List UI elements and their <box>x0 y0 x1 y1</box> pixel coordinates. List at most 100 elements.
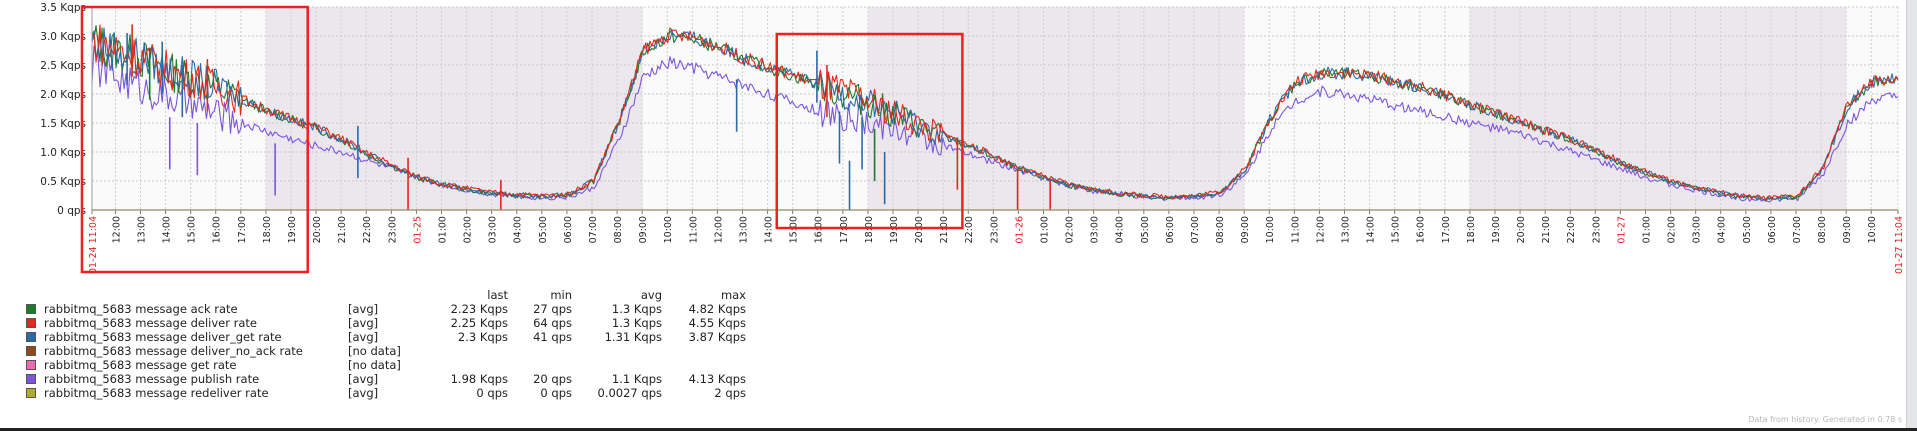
x-tick-label: 19:00 <box>889 216 900 243</box>
legend-avg: 1.3 Kqps <box>611 316 662 330</box>
legend-avg: 1.1 Kqps <box>611 372 662 386</box>
x-tick-label: 13:00 <box>1340 216 1351 243</box>
x-tick-label: 01-24 11:04 <box>88 216 99 274</box>
x-tick-label: 12:00 <box>111 216 122 243</box>
legend-swatch <box>26 332 36 342</box>
x-tick-label: 02:00 <box>463 216 474 243</box>
y-tick-label: 3.0 Kqps <box>40 31 86 43</box>
x-tick-label: 23:00 <box>989 216 1000 243</box>
legend-min: 41 qps <box>533 330 572 344</box>
legend-last: 1.98 Kqps <box>450 372 508 386</box>
shaded-band <box>265 7 643 210</box>
legend-swatch <box>26 374 36 384</box>
x-tick-label: 14:00 <box>1366 216 1377 243</box>
legend-swatch <box>26 388 36 398</box>
x-tick-label: 15:00 <box>1391 216 1402 243</box>
x-tick-label: 16:00 <box>1416 216 1427 243</box>
x-tick-label: 21:00 <box>337 216 348 243</box>
series-line <box>91 24 1899 201</box>
x-tick-label: 07:00 <box>588 216 599 243</box>
x-tick-label: 12:00 <box>1315 216 1326 243</box>
x-tick-label: 13:00 <box>738 216 749 243</box>
x-tick-label: 14:00 <box>764 216 775 243</box>
legend-series-name: rabbitmq_5683 message get rate <box>44 358 237 372</box>
legend-avg: 1.3 Kqps <box>611 302 662 316</box>
x-tick-label: 19:00 <box>1491 216 1502 243</box>
series-line <box>91 27 1899 201</box>
x-tick-label: 01-25 <box>412 216 423 244</box>
x-tick-label: 03:00 <box>1090 216 1101 243</box>
x-tick-label: 15:00 <box>187 216 198 243</box>
x-tick-label: 10:00 <box>1867 216 1878 243</box>
x-tick-label: 17:00 <box>237 216 248 243</box>
x-tick-label: 03:00 <box>488 216 499 243</box>
legend-min: 64 qps <box>533 316 572 330</box>
y-tick-label: 3.5 Kqps <box>40 2 86 14</box>
x-tick-label: 01-27 <box>1616 216 1627 244</box>
x-tick-label: 16:00 <box>814 216 825 243</box>
x-tick-label: 08:00 <box>1817 216 1828 243</box>
x-tick-label: 01:00 <box>437 216 448 243</box>
shaded-band <box>867 7 1245 210</box>
x-tick-label: 04:00 <box>513 216 524 243</box>
x-tick-label: 07:00 <box>1190 216 1201 243</box>
legend-max: 3.87 Kqps <box>688 330 746 344</box>
x-tick-label: 01:00 <box>1039 216 1050 243</box>
legend-min: 27 qps <box>533 302 572 316</box>
line-chart: 3.5 Kqps 3.0 Kqps 2.5 Kqps 2.0 Kqps 1.5 Kqps… <box>40 2 1905 274</box>
legend-series-name: rabbitmq_5683 message publish rate <box>44 372 260 386</box>
x-tick-label: 07:00 <box>1792 216 1803 243</box>
legend-series-name: rabbitmq_5683 message deliver_no_ack rat… <box>44 344 303 358</box>
legend-series-name: rabbitmq_5683 message ack rate <box>44 302 238 316</box>
x-tick-label: 05:00 <box>1140 216 1151 243</box>
scroll-strip <box>1907 0 1917 428</box>
header-min: min <box>550 288 572 302</box>
legend-swatch <box>26 360 36 370</box>
x-tick-label: 02:00 <box>1065 216 1076 243</box>
y-tick-label: 0 qps <box>57 205 86 217</box>
legend-function: [avg] <box>348 302 379 316</box>
x-tick-label: 01-26 <box>1014 216 1025 244</box>
x-tick-label: 06:00 <box>1165 216 1176 243</box>
x-tick-label: 15:00 <box>789 216 800 243</box>
legend-function: [avg] <box>348 330 379 344</box>
x-tick-label: 05:00 <box>538 216 549 243</box>
legend-last: 2.25 Kqps <box>450 316 508 330</box>
x-tick-label: 11:00 <box>1290 216 1301 243</box>
x-tick-label: 05:00 <box>1742 216 1753 243</box>
x-tick-label: 09:00 <box>1240 216 1251 243</box>
legend-min: 0 qps <box>540 386 572 400</box>
legend-avg: 1.31 Kqps <box>604 330 662 344</box>
x-tick-label: 09:00 <box>638 216 649 243</box>
x-tick-label: 21:00 <box>1541 216 1552 243</box>
x-tick-label: 03:00 <box>1692 216 1703 243</box>
legend-series-name: rabbitmq_5683 message redeliver rate <box>44 386 269 400</box>
legend-function: [avg] <box>348 372 379 386</box>
legend-max: 4.82 Kqps <box>688 302 746 316</box>
bottom-bar <box>0 428 1917 431</box>
header-avg: avg <box>640 288 662 302</box>
legend-swatch <box>26 318 36 328</box>
legend-function: [no data] <box>348 358 401 372</box>
x-tick-label: 20:00 <box>1516 216 1527 243</box>
legend-max: 2 qps <box>714 386 746 400</box>
legend-function: [avg] <box>348 316 379 330</box>
x-tick-label: 10:00 <box>1265 216 1276 243</box>
x-tick-label: 18:00 <box>864 216 875 243</box>
x-tick-label: 16:00 <box>212 216 223 243</box>
legend-last: 2.23 Kqps <box>450 302 508 316</box>
legend-avg: 0.0027 qps <box>597 386 663 400</box>
x-tick-label: 22:00 <box>362 216 373 243</box>
x-tick-label: 22:00 <box>964 216 975 243</box>
x-tick-label: 13:00 <box>136 216 147 243</box>
legend-max: 4.13 Kqps <box>688 372 746 386</box>
x-tick-label: 10:00 <box>663 216 674 243</box>
x-tick-label: 20:00 <box>312 216 323 243</box>
legend-function: [avg] <box>348 386 379 400</box>
legend-swatch <box>26 304 36 314</box>
x-tick-label: 17:00 <box>839 216 850 243</box>
x-tick-label: 06:00 <box>1767 216 1778 243</box>
x-tick-label: 18:00 <box>262 216 273 243</box>
header-max: max <box>720 288 746 302</box>
shaded-band <box>1469 7 1847 210</box>
